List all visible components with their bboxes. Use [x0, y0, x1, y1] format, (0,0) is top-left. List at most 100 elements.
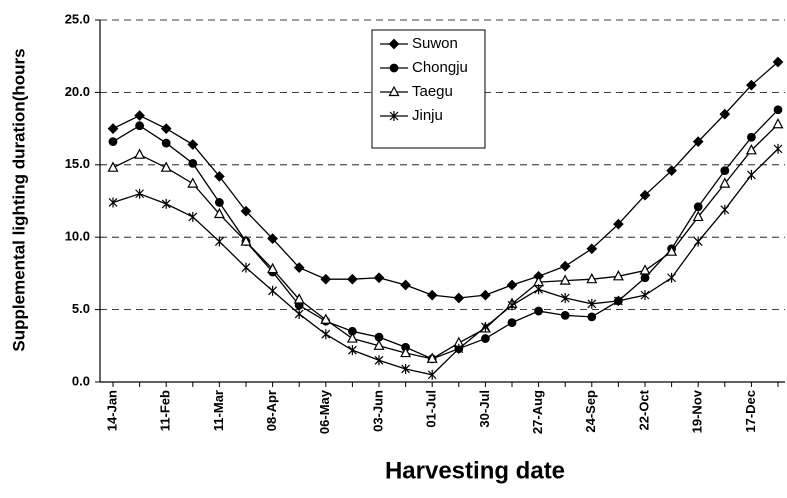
marker — [134, 110, 145, 121]
marker — [187, 177, 199, 188]
marker — [693, 202, 703, 212]
marker — [188, 158, 198, 168]
marker — [107, 123, 119, 134]
marker — [160, 161, 172, 172]
x-tick-label: 22-Oct — [636, 389, 651, 430]
marker — [772, 56, 784, 68]
x-tick-label: 24-Sep — [583, 390, 598, 433]
marker — [388, 38, 400, 50]
marker — [746, 169, 756, 180]
marker — [720, 204, 730, 215]
marker — [347, 345, 357, 356]
marker — [559, 274, 571, 285]
marker — [454, 343, 464, 354]
series-line — [112, 148, 779, 376]
marker — [560, 293, 570, 304]
marker — [640, 290, 650, 301]
marker — [692, 210, 704, 222]
marker — [613, 295, 623, 306]
marker — [267, 233, 278, 244]
marker — [320, 273, 332, 285]
marker — [693, 236, 703, 247]
marker — [188, 211, 198, 222]
marker — [719, 177, 731, 188]
marker — [745, 144, 757, 155]
marker — [639, 189, 651, 201]
x-tick-label: 06-May — [317, 389, 332, 434]
marker — [612, 270, 624, 281]
series-line — [112, 61, 779, 299]
marker — [240, 235, 252, 246]
legend-label: Chongju — [412, 59, 468, 76]
y-tick-label: 20.0 — [65, 84, 90, 99]
marker — [240, 205, 252, 217]
y-tick-label: 10.0 — [65, 229, 90, 244]
marker — [640, 273, 650, 283]
marker — [187, 139, 199, 150]
marker — [268, 285, 278, 296]
marker — [389, 63, 399, 73]
marker — [108, 197, 118, 208]
marker — [321, 329, 331, 340]
marker — [613, 218, 624, 230]
marker — [214, 198, 224, 207]
marker — [347, 273, 358, 285]
marker — [107, 161, 119, 172]
marker — [373, 339, 385, 350]
y-tick-label: 25.0 — [65, 11, 90, 26]
marker — [108, 137, 118, 147]
marker — [400, 346, 412, 358]
x-tick-label: 17-Dec — [743, 390, 758, 433]
marker — [480, 321, 490, 332]
x-tick-label: 27-Aug — [530, 390, 545, 434]
marker — [389, 111, 399, 121]
marker — [559, 260, 571, 272]
marker — [213, 207, 225, 219]
marker — [134, 148, 146, 159]
marker — [773, 105, 783, 115]
marker — [294, 308, 304, 319]
marker — [426, 289, 438, 301]
marker — [214, 171, 225, 182]
marker — [388, 85, 400, 97]
marker — [667, 272, 677, 283]
marker — [747, 132, 756, 142]
series-line — [112, 109, 779, 360]
marker — [534, 284, 544, 295]
marker — [534, 306, 543, 316]
marker — [374, 355, 384, 366]
marker — [746, 79, 757, 91]
marker — [400, 279, 411, 291]
legend-label: Jinju — [412, 107, 443, 124]
marker — [267, 262, 279, 274]
marker — [587, 312, 597, 322]
marker — [453, 292, 465, 304]
marker — [692, 136, 704, 147]
marker — [293, 293, 305, 304]
x-tick-label: 11-Feb — [158, 390, 173, 431]
marker — [666, 165, 677, 176]
marker — [719, 108, 731, 120]
y-axis-title: Supplemental lighting duration(hours — [9, 48, 28, 351]
x-tick-label: 30-Jul — [477, 390, 492, 428]
marker — [214, 236, 224, 247]
x-tick-label: 08-Apr — [264, 390, 279, 431]
x-tick-label: 03-Jun — [370, 390, 385, 432]
series-line — [112, 123, 779, 360]
y-tick-label: 0.0 — [72, 373, 90, 388]
y-tick-label: 5.0 — [72, 301, 90, 316]
x-axis-title: Harvesting date — [385, 457, 565, 484]
marker — [586, 243, 598, 255]
y-tick-label: 15.0 — [65, 156, 90, 171]
marker — [401, 363, 411, 374]
marker — [481, 334, 490, 343]
x-tick-label: 01-Jul — [424, 390, 439, 428]
marker — [293, 262, 305, 273]
marker — [135, 121, 145, 131]
marker — [135, 188, 145, 199]
marker — [507, 300, 517, 311]
legend-label: Suwon — [412, 35, 458, 52]
marker — [320, 313, 332, 324]
marker — [241, 262, 251, 273]
